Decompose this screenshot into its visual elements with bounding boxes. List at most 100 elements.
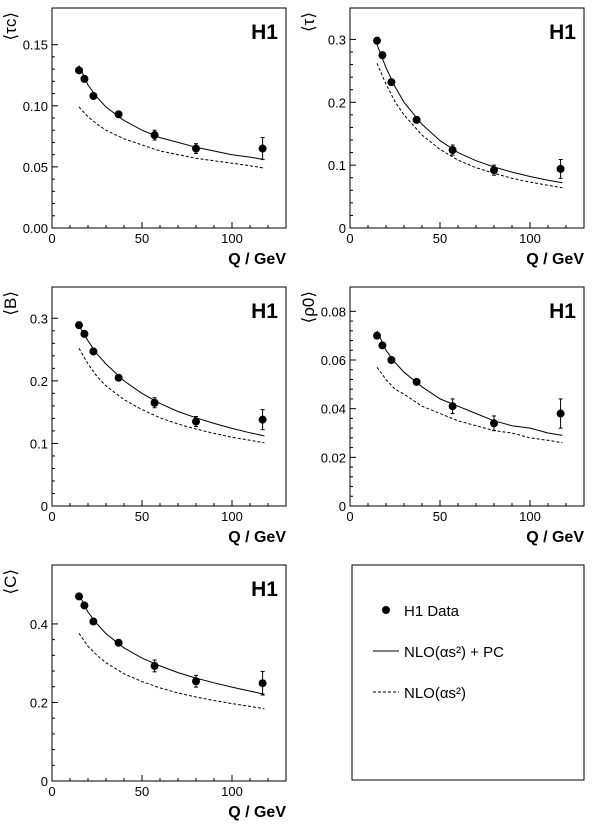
x-tick-label: 0	[48, 784, 55, 799]
y-tick-label: 0.2	[328, 95, 346, 110]
experiment-tag: H1	[251, 300, 278, 323]
data-point	[387, 356, 396, 364]
x-tick-label: 50	[135, 231, 149, 246]
y-tick-label: 0.1	[328, 158, 346, 173]
data-point	[80, 329, 89, 338]
y-tick-label: 0.1	[30, 436, 48, 451]
panel-1: 0 50 100 0.00 0.05 0.10 0.15 Q / GeV ⟨τc⟩ H1	[1, 7, 287, 268]
data-point	[490, 166, 498, 175]
plot-frame	[51, 564, 287, 782]
x-tick-label: 100	[519, 231, 541, 246]
x-axis-label: Q / GeV	[228, 804, 286, 821]
y-axis-label: ⟨C⟩	[1, 569, 20, 595]
panel-5: 0 50 100 0 0.2 0.4 Q / GeV ⟨C⟩ H1	[1, 564, 287, 821]
y-axis-label: ⟨ρ0⟩	[299, 291, 318, 323]
data-point	[378, 51, 387, 60]
x-tick-label: 50	[433, 509, 447, 524]
x-tick-label: 100	[221, 231, 243, 246]
x-tick-label: 0	[346, 231, 353, 246]
y-tick-label: 0.02	[321, 450, 346, 465]
experiment-tag: H1	[549, 21, 576, 44]
data-point	[192, 144, 200, 153]
panel-4: 0 50 100 0 0.02 0.04 0.06 0.08 Q / GeV ⟨ρ0⟩ H1	[299, 286, 585, 546]
x-tick-label: 50	[433, 231, 447, 246]
data-point	[192, 677, 200, 686]
y-tick-label: 0	[41, 774, 48, 789]
data-point	[192, 417, 200, 426]
curve-nlo-pc	[78, 594, 265, 695]
y-tick-label: 0	[339, 499, 346, 514]
y-tick-label: 0.04	[321, 402, 346, 417]
data-point	[150, 131, 159, 140]
x-tick-label: 50	[135, 509, 149, 524]
data-point	[387, 78, 396, 87]
data-point	[412, 377, 421, 386]
legend-label-nlo-pc: NLO(αs²) + PC	[404, 644, 504, 661]
plot-frame	[51, 286, 287, 507]
x-axis-label: Q / GeV	[526, 529, 584, 546]
x-tick-label: 50	[135, 784, 149, 799]
curve-nlo	[78, 633, 265, 710]
data-point	[114, 373, 123, 382]
x-tick-label: 100	[519, 509, 541, 524]
x-tick-label: 0	[48, 509, 55, 524]
data-point	[80, 601, 89, 610]
data-point	[258, 144, 267, 153]
plot-frame	[349, 286, 585, 507]
data-point	[150, 398, 159, 407]
experiment-tag: H1	[251, 21, 278, 44]
data-point	[373, 331, 381, 340]
data-point	[89, 347, 98, 356]
y-tick-label: 0.2	[30, 695, 48, 710]
data-point	[75, 592, 83, 601]
y-tick-label: 0	[41, 499, 48, 514]
data-point	[75, 66, 83, 75]
curve-nlo	[376, 63, 563, 189]
y-axis-label: ⟨τc⟩	[1, 12, 20, 40]
x-tick-label: 0	[346, 509, 353, 524]
y-tick-label: 0.00	[23, 221, 48, 236]
data-point	[89, 617, 98, 626]
y-tick-label: 0.2	[30, 374, 48, 389]
data-point	[75, 321, 83, 330]
data-point	[412, 115, 421, 124]
data-point	[490, 419, 498, 428]
experiment-tag: H1	[549, 300, 576, 323]
y-tick-label: 0.15	[23, 38, 48, 53]
data-point	[114, 638, 123, 647]
x-axis-label: Q / GeV	[228, 251, 286, 268]
y-tick-label: 0.3	[328, 32, 346, 47]
y-tick-label: 0.10	[23, 99, 48, 114]
y-tick-label: 0.06	[321, 353, 346, 368]
y-tick-label: 0.4	[30, 617, 48, 632]
plot-frame	[349, 7, 585, 229]
x-tick-label: 100	[221, 784, 243, 799]
x-axis-label: Q / GeV	[526, 251, 584, 268]
data-point	[258, 679, 267, 688]
legend-label-h1-data: H1 Data	[404, 603, 460, 620]
data-point	[448, 146, 457, 155]
data-point	[80, 74, 89, 83]
x-tick-label: 100	[221, 509, 243, 524]
panel-3: 0 50 100 0 0.1 0.2 0.3 Q / GeV ⟨B⟩ H1	[1, 286, 287, 546]
curve-nlo-pc	[376, 330, 563, 436]
y-tick-label: 0.05	[23, 160, 48, 175]
curve-nlo-pc	[376, 44, 563, 184]
legend-frame	[351, 564, 585, 781]
legend-marker-h1-data	[382, 606, 390, 614]
curve-nlo-pc	[78, 325, 265, 437]
y-axis-label: ⟨τ⟩	[299, 12, 318, 32]
x-axis-label: Q / GeV	[228, 529, 286, 546]
data-point	[258, 415, 267, 424]
data-point	[114, 110, 123, 119]
legend-label-nlo: NLO(αs²)	[404, 685, 466, 702]
y-tick-label: 0.08	[321, 304, 346, 319]
y-tick-label: 0	[339, 221, 346, 236]
data-point	[448, 402, 457, 411]
y-axis-label: ⟨B⟩	[1, 291, 20, 316]
x-tick-label: 0	[48, 231, 55, 246]
y-tick-label: 0.3	[30, 311, 48, 326]
